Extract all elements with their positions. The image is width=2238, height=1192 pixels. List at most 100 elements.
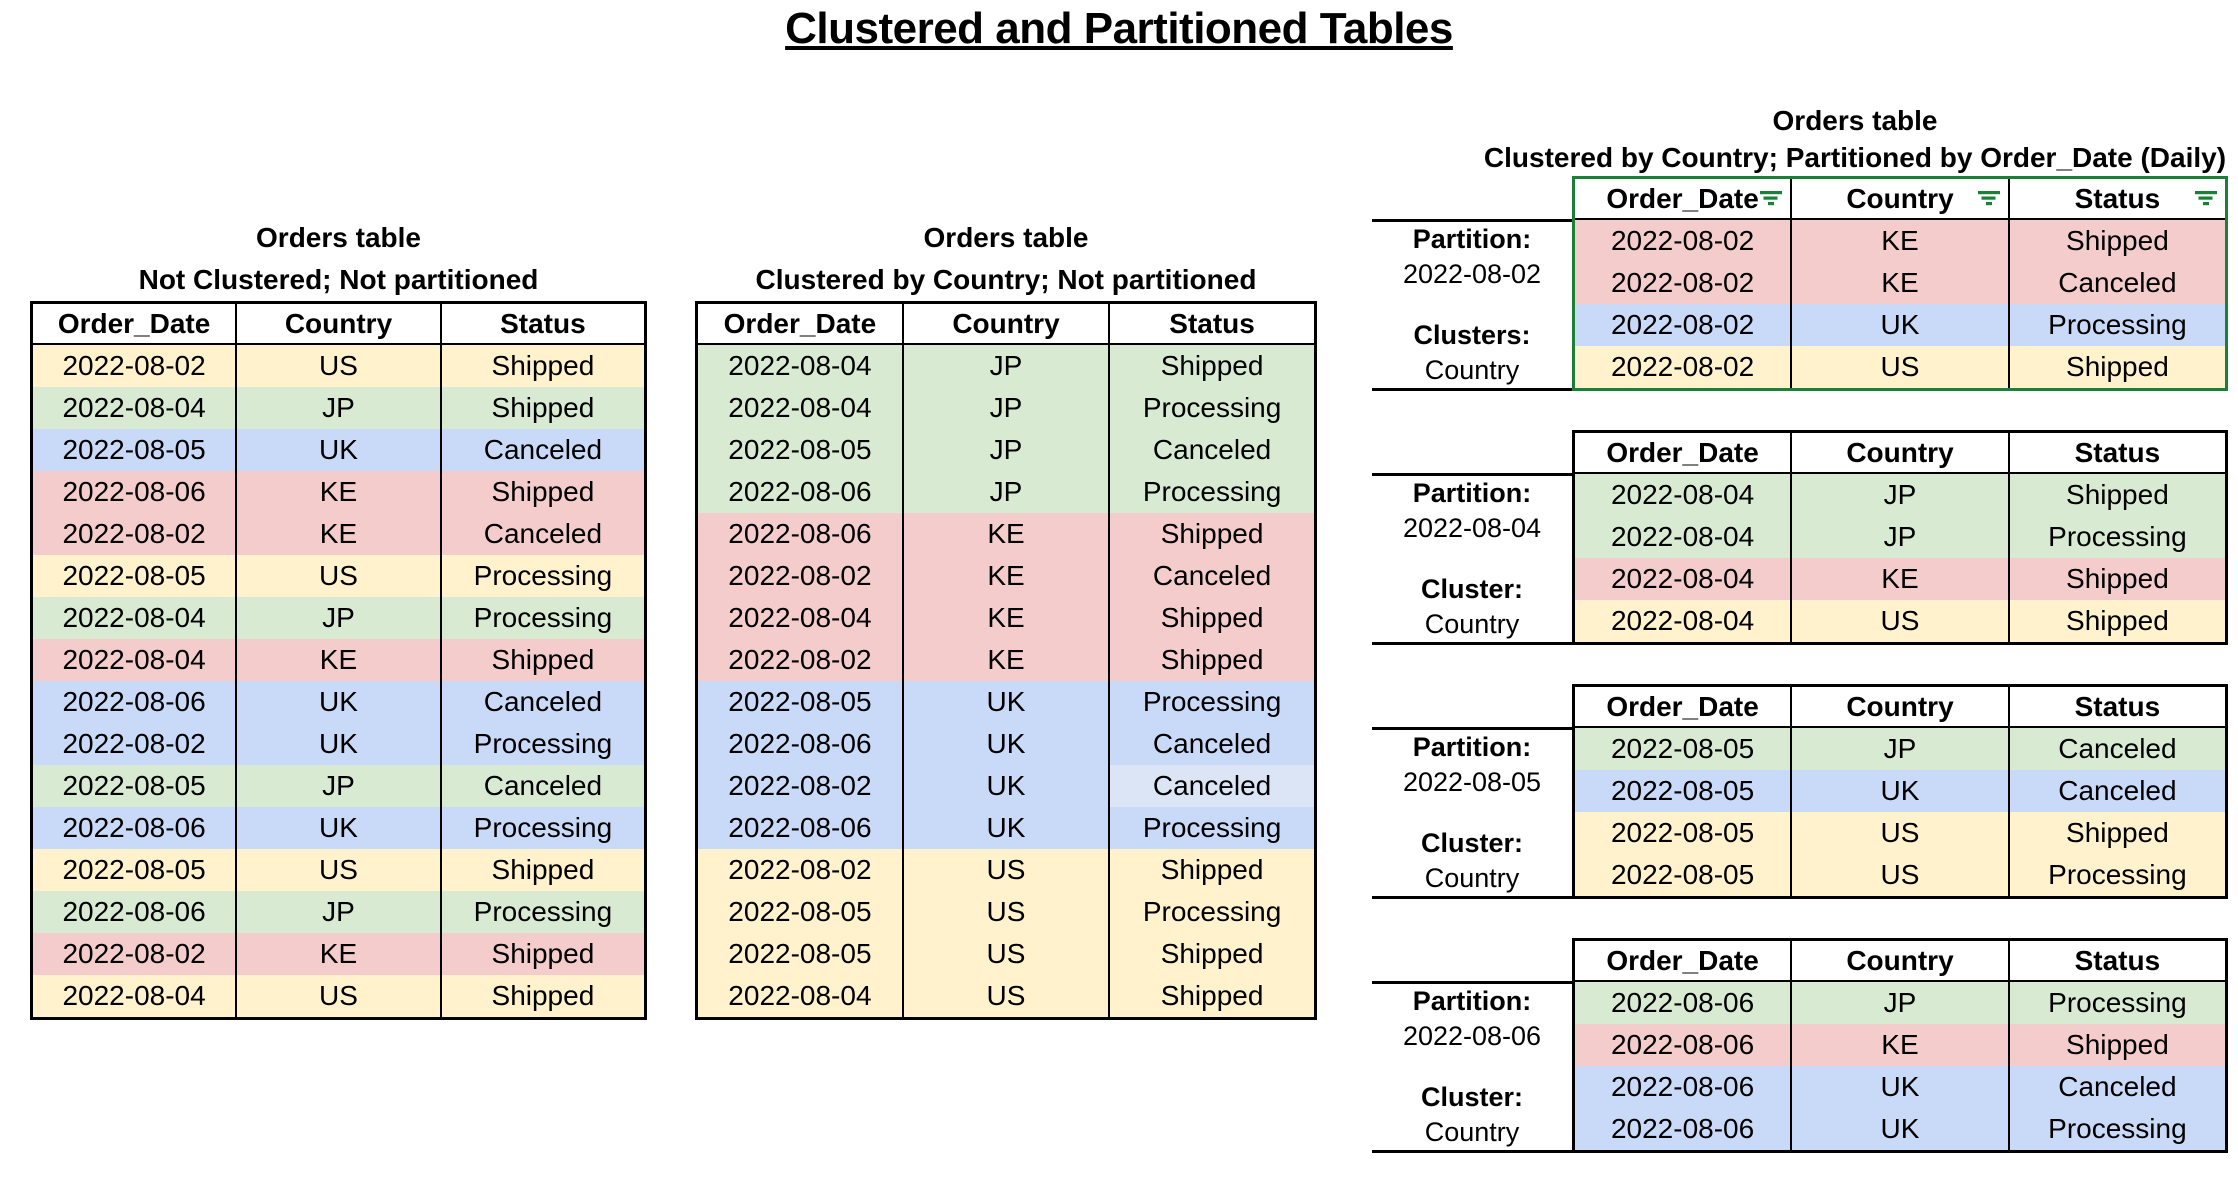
cell-status: Shipped xyxy=(1108,975,1317,1019)
table-row: 2022-08-06 UK Canceled xyxy=(1572,1066,2228,1108)
filter-icon xyxy=(2195,190,2217,205)
cell-order-date: 2022-08-04 xyxy=(695,597,904,639)
cell-country: US xyxy=(1790,346,2010,390)
cell-country: US xyxy=(901,975,1111,1019)
cell-order-date: 2022-08-02 xyxy=(695,765,904,807)
cell-status: Shipped xyxy=(1108,344,1317,387)
cluster-label: Clusters: xyxy=(1413,320,1531,350)
cell-status: Processing xyxy=(439,723,647,765)
cell-status: Shipped xyxy=(439,933,647,975)
table-row: 2022-08-02 KE Shipped xyxy=(695,639,1317,681)
cell-country: US xyxy=(235,344,442,387)
table-row: 2022-08-05 UK Processing xyxy=(695,681,1317,723)
table-row: 2022-08-06 JP Processing xyxy=(1572,981,2228,1024)
column-header-status: Status xyxy=(2007,938,2228,982)
table-row: 2022-08-04 JP Shipped xyxy=(30,387,647,429)
cell-order-date: 2022-08-02 xyxy=(1572,346,1793,390)
table-row: 2022-08-05 UK Canceled xyxy=(1572,770,2228,812)
table-row: 2022-08-06 UK Processing xyxy=(695,807,1317,849)
table-row: 2022-08-02 KE Canceled xyxy=(695,555,1317,597)
cell-country: US xyxy=(1790,854,2010,898)
cell-order-date: 2022-08-06 xyxy=(30,471,238,513)
clustered-table-section: Orders table Clustered by Country; Not p… xyxy=(695,217,1317,1020)
column-header-label: Status xyxy=(2074,182,2161,214)
cell-country: JP xyxy=(235,891,442,933)
cell-order-date: 2022-08-04 xyxy=(30,975,238,1019)
cluster-label: Cluster: xyxy=(1420,828,1523,858)
column-header-order-date: Order_Date xyxy=(1572,684,1793,728)
cell-status: Processing xyxy=(1108,807,1317,849)
column-header-status: Status xyxy=(2007,176,2228,220)
column-header-order-date: Order_Date xyxy=(1572,938,1793,982)
cell-order-date: 2022-08-05 xyxy=(1572,727,1793,770)
table-row: 2022-08-06 KE Shipped xyxy=(1572,1024,2228,1066)
cell-order-date: 2022-08-05 xyxy=(30,849,238,891)
column-header-label: Country xyxy=(284,307,393,339)
table-row: 2022-08-04 US Shipped xyxy=(695,975,1317,1019)
column-header-label: Order_Date xyxy=(57,307,211,339)
column-header-label: Country xyxy=(952,307,1060,339)
column-header-status: Status xyxy=(1108,301,1317,345)
partition-label-cell: Partition: 2022-08-06 Cluster: Country xyxy=(1372,981,1572,1153)
cell-order-date: 2022-08-06 xyxy=(695,471,904,513)
cell-status: Canceled xyxy=(439,681,647,723)
cell-status: Shipped xyxy=(2007,346,2228,390)
cell-country: UK xyxy=(1790,1066,2010,1108)
cell-order-date: 2022-08-06 xyxy=(30,891,238,933)
cell-country: US xyxy=(235,849,442,891)
table-row: 2022-08-02 KE Canceled xyxy=(30,513,647,555)
table-row: 2022-08-06 UK Canceled xyxy=(695,723,1317,765)
cell-status: Processing xyxy=(2007,1108,2228,1152)
cell-country: US xyxy=(1790,812,2010,854)
cell-order-date: 2022-08-02 xyxy=(30,723,238,765)
cell-country: UK xyxy=(1790,304,2010,346)
cell-status: Processing xyxy=(1108,471,1317,513)
column-header-status: Status xyxy=(2007,430,2228,474)
cell-order-date: 2022-08-06 xyxy=(695,807,904,849)
cell-status: Shipped xyxy=(2007,473,2228,516)
table-row: 2022-08-05 JP Canceled xyxy=(1572,727,2228,770)
cell-status: Canceled xyxy=(2007,727,2228,770)
cell-country: UK xyxy=(235,807,442,849)
partition-label-cell: Partition: 2022-08-04 Cluster: Country xyxy=(1372,473,1572,645)
column-header-label: Country xyxy=(1846,436,1954,468)
column-header-label: Status xyxy=(2074,436,2161,468)
cell-order-date: 2022-08-02 xyxy=(30,933,238,975)
cell-status: Processing xyxy=(439,597,647,639)
cluster-value: Country xyxy=(1424,1117,1520,1147)
column-header-country: Country xyxy=(235,301,442,345)
column-header-label: Order_Date xyxy=(1606,182,1759,214)
cell-status: Canceled xyxy=(439,765,647,807)
header-row: Order_Date Country Status xyxy=(695,301,1317,345)
cell-status: Canceled xyxy=(439,513,647,555)
table-row: 2022-08-02 UK Processing xyxy=(1572,304,2228,346)
cell-order-date: 2022-08-05 xyxy=(30,765,238,807)
cell-country: JP xyxy=(1790,516,2010,558)
table-row: 2022-08-04 KE Shipped xyxy=(30,639,647,681)
cell-order-date: 2022-08-02 xyxy=(695,639,904,681)
cell-order-date: 2022-08-04 xyxy=(695,344,904,387)
cell-country: JP xyxy=(901,471,1111,513)
cell-status: Shipped xyxy=(1108,597,1317,639)
cell-country: KE xyxy=(901,555,1111,597)
cell-country: KE xyxy=(901,639,1111,681)
cell-status: Shipped xyxy=(1108,933,1317,975)
cell-order-date: 2022-08-04 xyxy=(30,597,238,639)
cell-status: Shipped xyxy=(2007,558,2228,600)
cell-status: Canceled xyxy=(1108,555,1317,597)
cell-status: Shipped xyxy=(439,344,647,387)
cell-status: Shipped xyxy=(2007,812,2228,854)
cell-order-date: 2022-08-04 xyxy=(695,975,904,1019)
table-row: 2022-08-04 KE Shipped xyxy=(695,597,1317,639)
cell-country: JP xyxy=(1790,473,2010,516)
cell-country: US xyxy=(1790,600,2010,644)
cell-order-date: 2022-08-02 xyxy=(30,513,238,555)
partition-label: Partition: xyxy=(1412,478,1532,508)
table-row: 2022-08-05 US Shipped xyxy=(695,933,1317,975)
cell-order-date: 2022-08-02 xyxy=(30,344,238,387)
table-row: 2022-08-02 US Shipped xyxy=(695,849,1317,891)
cell-order-date: 2022-08-02 xyxy=(1572,304,1793,346)
cell-country: KE xyxy=(1790,558,2010,600)
table-row: 2022-08-06 UK Canceled xyxy=(30,681,647,723)
table-row: 2022-08-04 KE Shipped xyxy=(1572,558,2228,600)
